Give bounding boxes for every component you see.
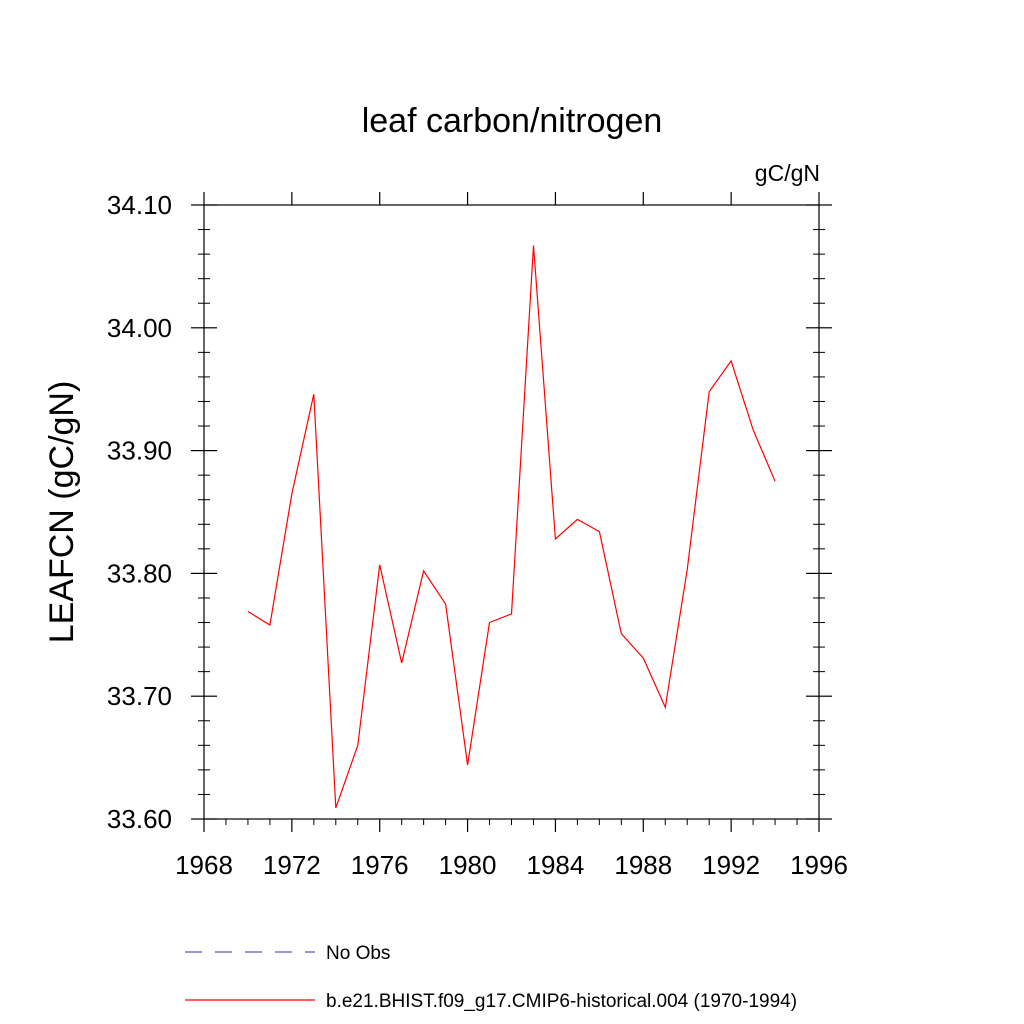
legend-label: b.e21.BHIST.f09_g17.CMIP6-historical.004… xyxy=(326,991,797,1012)
y-tick-label: 33.90 xyxy=(107,436,172,466)
x-tick-label: 1976 xyxy=(351,850,409,880)
x-tick-label: 1996 xyxy=(790,850,848,880)
x-tick-label: 1972 xyxy=(263,850,321,880)
axis-ticks xyxy=(191,192,832,832)
y-axis-label: LEAFCN (gC/gN) xyxy=(43,381,81,644)
y-tick-label: 33.80 xyxy=(107,558,172,588)
x-tick-label: 1980 xyxy=(439,850,497,880)
data-series xyxy=(247,245,776,809)
x-tick-label: 1968 xyxy=(175,850,233,880)
x-tick-labels: 1968 1972 1976 1980 1984 1988 1992 1996 xyxy=(175,850,848,880)
chart-title: leaf carbon/nitrogen xyxy=(362,102,663,140)
x-tick-label: 1984 xyxy=(527,850,585,880)
x-tick-label: 1992 xyxy=(702,850,760,880)
legend: No Obs b.e21.BHIST.f09_g17.CMIP6-historic… xyxy=(185,943,797,1012)
x-tick-label: 1988 xyxy=(614,850,672,880)
y-tick-label: 33.70 xyxy=(107,681,172,711)
y-tick-label: 34.00 xyxy=(107,313,172,343)
legend-label: No Obs xyxy=(326,943,390,964)
y-tick-label: 34.10 xyxy=(107,190,172,220)
series-line xyxy=(247,245,776,809)
y-tick-labels: 33.60 33.70 33.80 33.90 34.00 34.10 xyxy=(107,190,172,834)
units-label: gC/gN xyxy=(755,160,820,186)
y-tick-label: 33.60 xyxy=(107,804,172,834)
plot-frame xyxy=(203,204,820,820)
